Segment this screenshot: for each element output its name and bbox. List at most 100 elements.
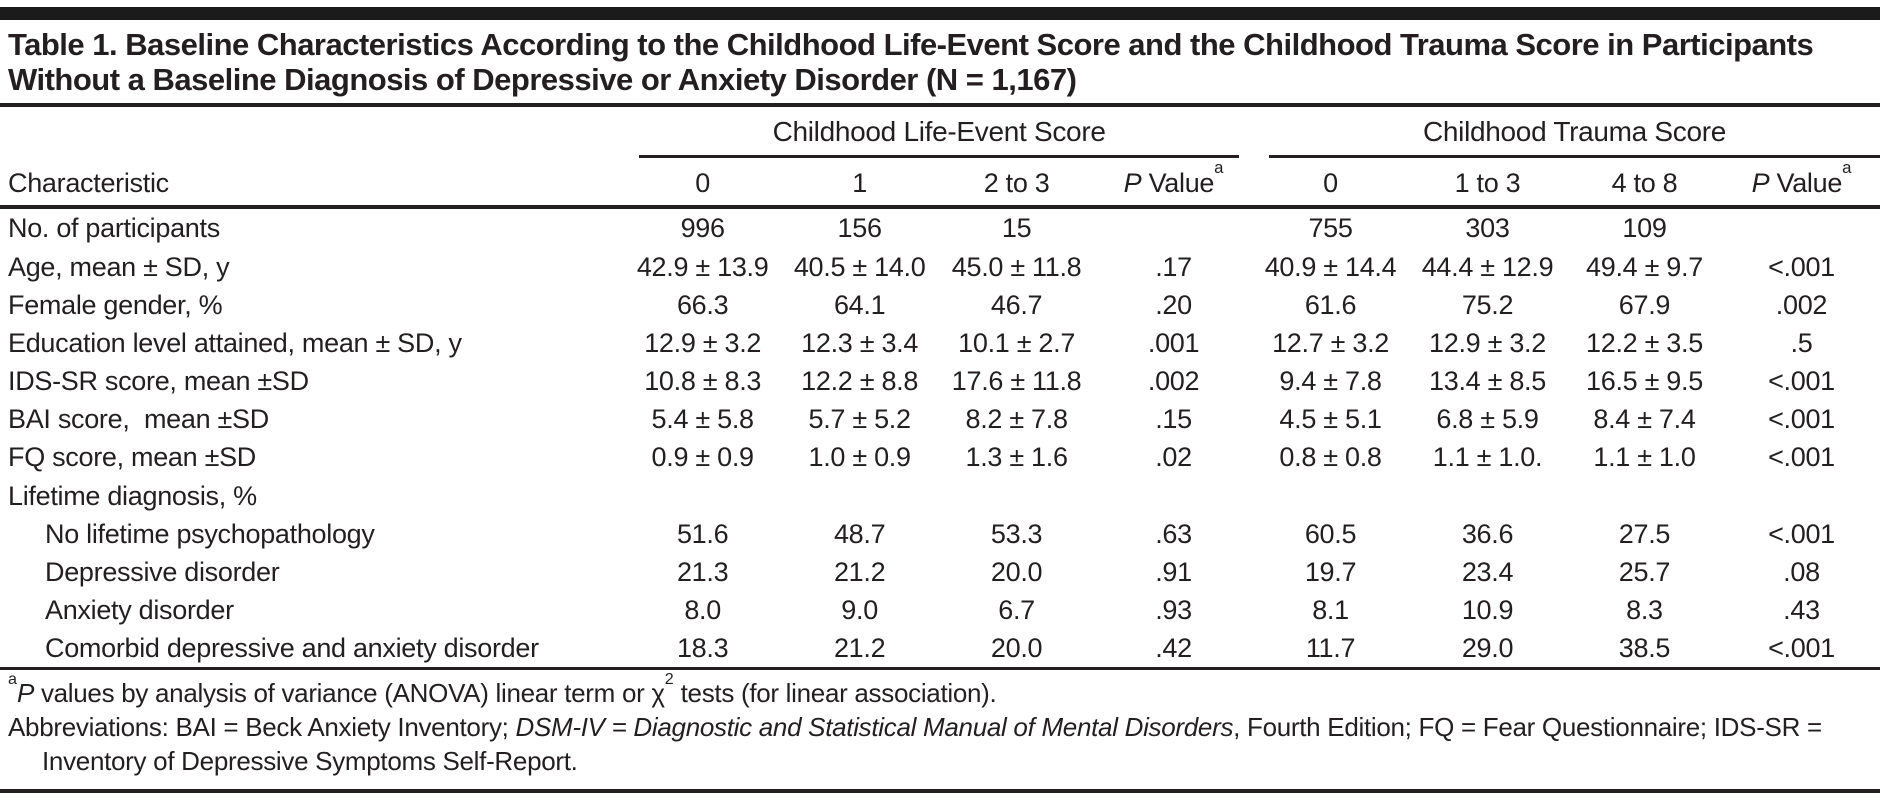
column-header: P Valuea — [1095, 158, 1253, 210]
cell-value: .002 — [1147, 366, 1200, 397]
footnote: Abbreviations: BAI = Beck Anxiety Invent… — [8, 712, 1822, 776]
row-label: Education level attained, mean ± SD, y — [8, 327, 462, 358]
cell-value: 9.4 ± 7.8 — [1279, 366, 1382, 397]
cell-value: 1.1 ± 1.0. — [1432, 442, 1543, 473]
cell-value: 20.0 — [990, 633, 1043, 664]
row-label: Female gender, % — [8, 289, 223, 320]
cell-value: 60.5 — [1304, 518, 1357, 549]
cell-value: 64.1 — [833, 289, 886, 320]
cell-value: 10.1 ± 2.7 — [958, 327, 1076, 358]
cell-value: 0.8 ± 0.8 — [1279, 442, 1382, 473]
table-body: No. of participants 996 156 15 755 303 109 Age,… — [0, 207, 1880, 667]
cell-value: 5.7 ± 5.2 — [808, 404, 912, 435]
cell-value: 8.1 — [1312, 595, 1349, 625]
group-label-life-event: Childhood Life-Event Score — [639, 116, 1240, 159]
table-row: Depressive disorder 21.3 21.2 20.0 .91 19.7 23… — [0, 553, 1880, 591]
cell-value: .5 — [1790, 327, 1813, 358]
cell-value: 46.7 — [990, 289, 1043, 320]
cell-value: 21.2 — [833, 633, 886, 664]
cell-value — [1095, 207, 1252, 247]
cell-value: 18.3 — [676, 633, 729, 664]
cell-value: 10.9 — [1461, 595, 1514, 625]
cell-value: 40.5 ± 14.0 — [793, 251, 926, 282]
row-label: No. of participants — [8, 213, 220, 244]
cell-value: .08 — [1783, 556, 1820, 587]
group-header-spacer — [0, 107, 624, 158]
cell-value: 8.2 ± 7.8 — [965, 404, 1068, 435]
cell-value: <.001 — [1768, 251, 1835, 282]
title-bottom-rule — [0, 103, 1880, 108]
footnote: aP values by analysis of variance (ANOVA… — [8, 669, 997, 709]
cell-value — [938, 477, 1095, 515]
characteristic-header: Characteristic — [0, 158, 625, 210]
cell-value: <.001 — [1768, 518, 1835, 549]
cell-value: 42.9 ± 13.9 — [636, 251, 769, 282]
cell-value: 48.7 — [833, 518, 886, 549]
cell-value: 49.4 ± 9.7 — [1586, 251, 1703, 282]
table-row: BAI score, mean ±SD 5.4 ± 5.8 5.7 ± 5.2 8.2… — [0, 400, 1880, 438]
cell-value: 10.8 ± 8.3 — [644, 366, 762, 397]
cell-value: 17.6 ± 11.8 — [951, 366, 1082, 397]
page-bottom-rule — [0, 788, 1880, 793]
cell-value: <.001 — [1768, 366, 1835, 397]
cell-value: 45.0 ± 11.8 — [951, 251, 1082, 282]
cell-value: 12.7 ± 3.2 — [1272, 327, 1389, 358]
table-row: Education level attained, mean ± SD, y 12… — [0, 324, 1880, 362]
row-label: Anxiety disorder — [45, 595, 234, 625]
cell-value: .002 — [1775, 289, 1828, 320]
cell-value: .91 — [1155, 556, 1192, 587]
cell-value: 16.5 ± 9.5 — [1586, 366, 1703, 397]
cell-value: 156 — [837, 213, 882, 244]
cell-value: 23.4 — [1461, 556, 1514, 587]
cell-value: 11.7 — [1305, 633, 1356, 664]
cell-value: 67.9 — [1618, 289, 1671, 320]
column-header: 4 to 8 — [1565, 158, 1723, 210]
cell-value: 12.9 ± 3.2 — [1429, 327, 1546, 358]
row-label: Comorbid depressive and anxiety disorder — [45, 633, 539, 664]
cell-value: 15 — [1001, 213, 1032, 244]
table-row: IDS-SR score, mean ±SD 10.8 ± 8.3 12.2 ± 8… — [0, 362, 1880, 400]
group-label-trauma: Childhood Trauma Score — [1269, 116, 1880, 159]
cell-value — [1566, 477, 1723, 515]
section-row: Lifetime diagnosis, % — [0, 477, 1880, 515]
cell-value: 13.4 ± 8.5 — [1429, 366, 1546, 397]
cell-value: 6.8 ± 5.9 — [1436, 404, 1539, 435]
cell-value: 21.3 — [676, 556, 729, 587]
cell-value: .43 — [1783, 595, 1820, 625]
cell-value: 61.6 — [1304, 289, 1357, 320]
cell-value: 25.7 — [1618, 556, 1671, 587]
baseline-characteristics-table: Childhood Life-Event Score Childhood Tra… — [0, 107, 1880, 667]
cell-value: 51.6 — [676, 518, 729, 549]
group-header-row: Childhood Life-Event Score Childhood Tra… — [0, 107, 1880, 159]
table-row: No lifetime psychopathology 51.6 48.7 53.3.… — [0, 515, 1880, 553]
cell-value: 8.0 — [684, 595, 721, 625]
cell-value: <.001 — [1768, 442, 1835, 473]
cell-value: 36.6 — [1461, 518, 1514, 549]
cell-value — [1409, 477, 1566, 515]
cell-value: 12.9 ± 3.2 — [644, 327, 762, 358]
table-row: Age, mean ± SD, y 42.9 ± 13.9 40.5 ± 14.0 4… — [0, 248, 1880, 286]
cell-value: 6.7 — [998, 595, 1035, 625]
cell-value: 8.4 ± 7.4 — [1593, 404, 1696, 435]
cell-value — [1723, 477, 1880, 515]
cell-value: .93 — [1155, 595, 1192, 625]
cell-value: 5.4 ± 5.8 — [651, 404, 755, 435]
table-bottom-rule — [0, 667, 1880, 671]
group-header-life-event: Childhood Life-Event Score — [624, 107, 1252, 159]
cell-value — [781, 477, 938, 515]
cell-value: 1.3 ± 1.6 — [965, 442, 1068, 473]
cell-value: .42 — [1155, 633, 1192, 664]
row-label: Lifetime diagnosis, % — [8, 480, 257, 511]
cell-value: .63 — [1155, 518, 1192, 549]
column-header: 0 — [624, 158, 782, 210]
cell-value: 755 — [1308, 213, 1353, 244]
table-row: Comorbid depressive and anxiety disorder… — [0, 629, 1880, 667]
cell-value: 75.2 — [1461, 289, 1514, 320]
cell-value: 27.5 — [1618, 518, 1671, 549]
table-row: Anxiety disorder 8.0 9.0 6.7 .93 8.1 10.9 8.3 .4… — [0, 591, 1880, 629]
cell-value: 12.2 ± 8.8 — [801, 366, 919, 397]
cell-value: 1.1 ± 1.0 — [1593, 442, 1696, 473]
cell-value: .17 — [1155, 251, 1192, 282]
